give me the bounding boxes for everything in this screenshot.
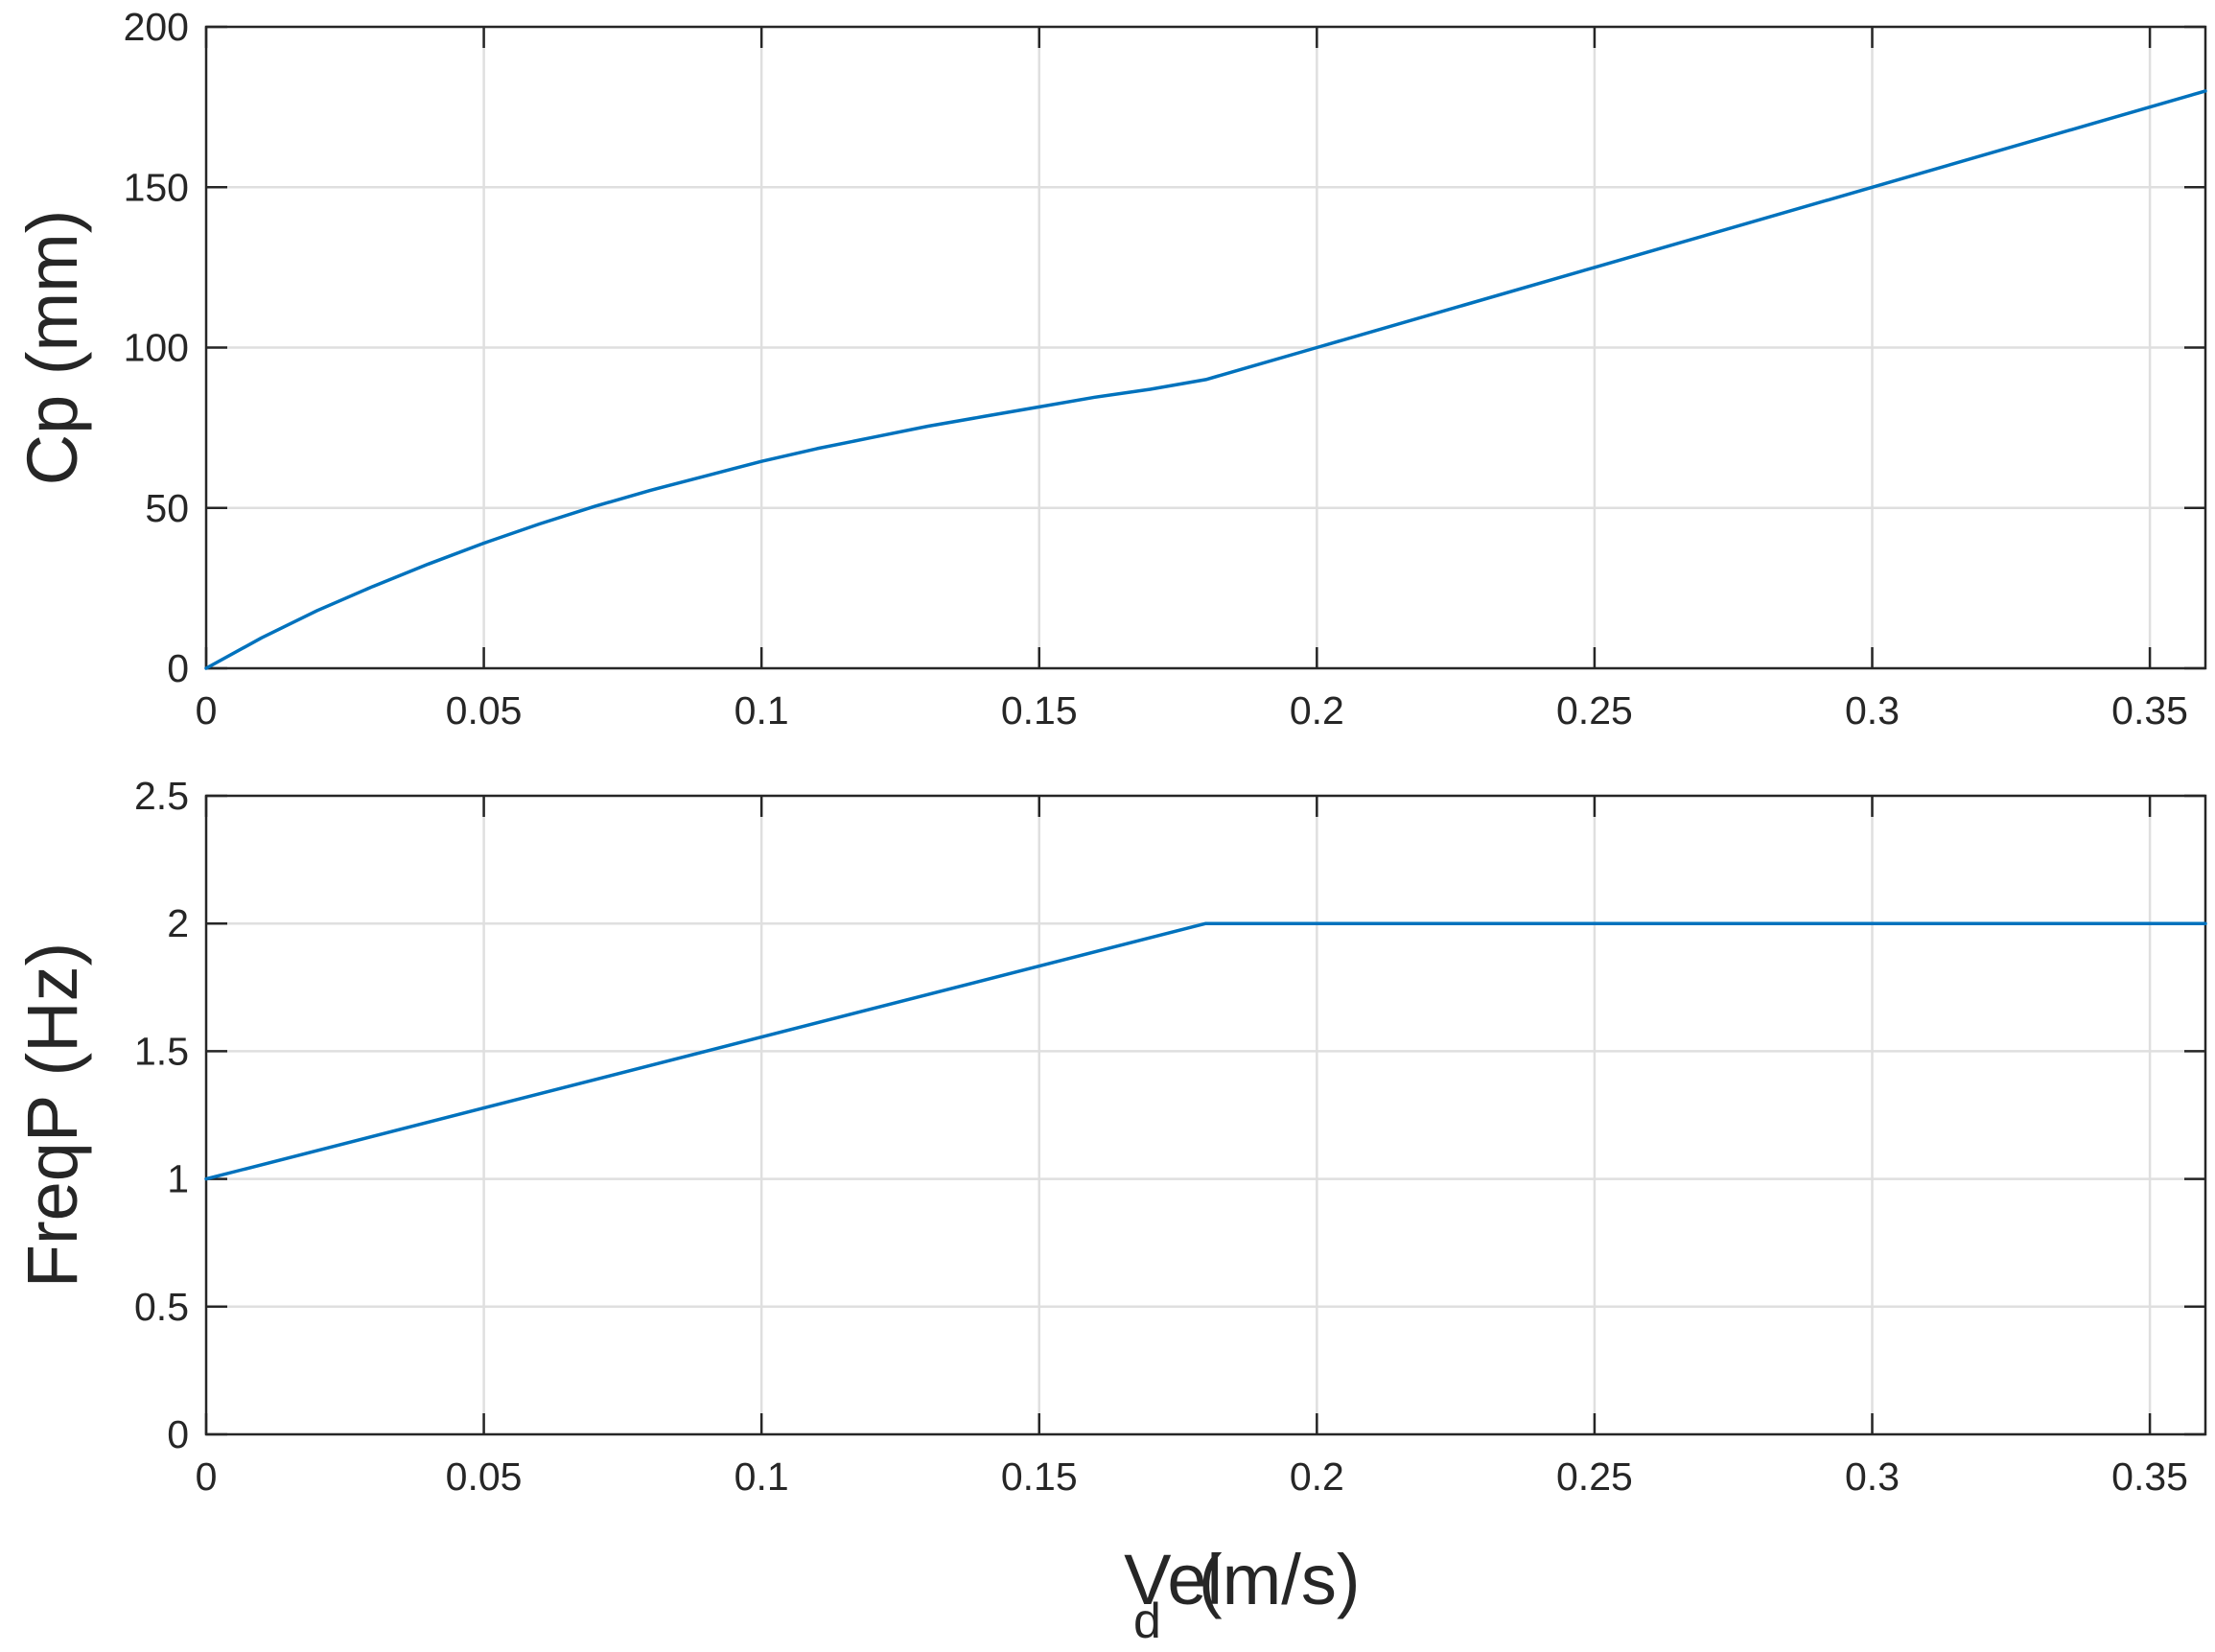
- y-tick-label: 100: [124, 326, 189, 370]
- x-axis-label-unit: (m/s): [1199, 1540, 1361, 1619]
- y-tick-label: 0: [167, 646, 189, 690]
- x-tick-label: 0.3: [1845, 688, 1900, 733]
- freqp-y-axis-label: FreqP (Hz): [12, 942, 92, 1288]
- y-tick-label: 50: [145, 486, 189, 530]
- x-tick-label: 0: [196, 688, 218, 733]
- y-tick-label: 2: [167, 901, 189, 945]
- x-tick-label: 0.3: [1845, 1454, 1900, 1499]
- axes-box: [204, 794, 2207, 1436]
- x-tick-label: 0.25: [1556, 1454, 1633, 1499]
- x-axis-label: Vel: [1124, 1540, 1223, 1619]
- cp-y-axis-label: Cp (mm): [12, 210, 92, 486]
- x-tick-label: 0.15: [1001, 688, 1078, 733]
- x-tick-label: 0.05: [446, 1454, 523, 1499]
- x-tick-label: 0.2: [1290, 688, 1344, 733]
- y-tick-label: 2.5: [134, 774, 189, 818]
- x-tick-label: 0.2: [1290, 1454, 1344, 1499]
- x-tick-label: 0.25: [1556, 688, 1633, 733]
- x-tick-label: 0.05: [446, 688, 523, 733]
- x-tick-label: 0.15: [1001, 1454, 1078, 1499]
- freqp-panel: 0 0.05 0.1 0.15 0.2 0.25 0.3 0.35 0 0.5 1 1.5 2 2.5 Fr…: [12, 774, 2207, 1499]
- y-tick-label: 0.5: [134, 1285, 189, 1329]
- x-tick-label: 0.1: [734, 1454, 789, 1499]
- x-tick-label: 0.35: [2111, 1454, 2188, 1499]
- x-tick-label: 0.1: [734, 688, 789, 733]
- x-tick-label: 0: [196, 1454, 218, 1499]
- y-tick-label: 0: [167, 1412, 189, 1456]
- cp-series-line: [204, 89, 2207, 670]
- y-tick-label: 1.5: [134, 1029, 189, 1073]
- y-tick-label: 200: [124, 5, 189, 49]
- x-tick-label: 0.35: [2111, 688, 2188, 733]
- y-tick-label: 1: [167, 1157, 189, 1201]
- x-axis-label-main: Vel: [1124, 1540, 1223, 1619]
- freqp-series-line: [204, 921, 2207, 1181]
- x-axis-label-subscript: d: [1133, 1594, 1161, 1649]
- cp-panel: 0 0.05 0.1 0.15 0.2 0.25 0.3 0.35 0 50 100 150 200 Cp…: [12, 5, 2207, 733]
- y-tick-label: 150: [124, 165, 189, 209]
